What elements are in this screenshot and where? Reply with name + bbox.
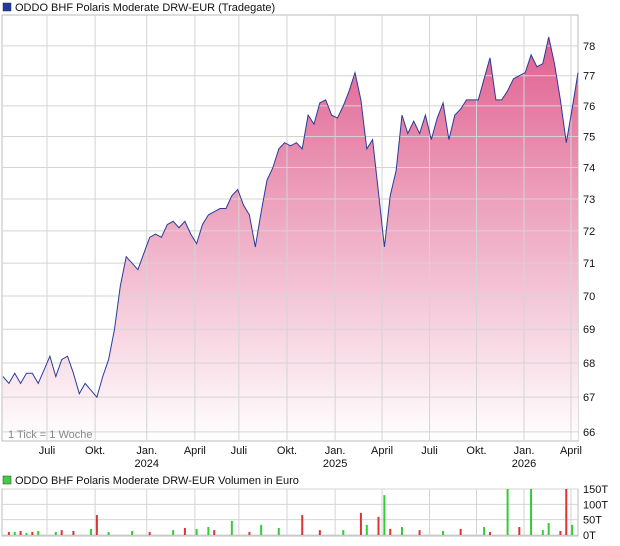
legend-swatch (2, 475, 12, 485)
x-tick-label: Okt. (85, 445, 105, 457)
volume-bar (13, 531, 16, 535)
x-tick-label: Jan. (325, 445, 346, 457)
volume-bar (400, 527, 403, 535)
y-tick-label: 73 (583, 194, 595, 206)
volume-bar (260, 524, 263, 535)
x-year-label: 2024 (135, 458, 159, 470)
y-tick-label: 50T (583, 515, 602, 527)
volume-bar (95, 515, 98, 535)
x-year-label: 2025 (323, 458, 347, 470)
volume-bar (213, 530, 216, 535)
x-tick-label: April (371, 445, 393, 457)
y-tick-label: 72 (583, 226, 595, 238)
volume-bar (107, 531, 110, 535)
volume-bar (389, 528, 392, 535)
volume-bar (7, 531, 10, 535)
x-tick-label: Okt. (277, 445, 297, 457)
volume-bar (547, 523, 550, 535)
x-tick-label: April (560, 445, 582, 457)
legend-swatch (2, 2, 12, 12)
x-tick-label: Juli (39, 445, 56, 457)
x-tick-label: Juli (231, 445, 248, 457)
x-year-label: 2026 (512, 458, 536, 470)
volume-bar (506, 489, 509, 535)
volume-bar (37, 531, 40, 535)
y-tick-label: 78 (583, 41, 595, 53)
x-tick-label: Jan. (514, 445, 535, 457)
volume-bar (90, 528, 93, 535)
volume-bar (377, 516, 380, 535)
y-tick-label: 76 (583, 101, 595, 113)
chart-title: ODDO BHF Polaris Moderate DRW-EUR (Trade… (15, 2, 275, 14)
volume-bar (230, 520, 233, 535)
volume-bar (31, 531, 34, 535)
volume-bar (207, 527, 210, 535)
y-tick-label: 74 (583, 163, 595, 175)
y-tick-label: 70 (583, 291, 595, 303)
volume-bar (488, 531, 491, 535)
volume-bar (183, 527, 186, 535)
price-line (2, 36, 579, 399)
volume-bar (60, 530, 63, 535)
tick-note: 1 Tick = 1 Woche (8, 429, 92, 441)
volume-bar (418, 530, 421, 535)
volume-panel: 0T 50T 100T 150T (1, 484, 608, 542)
volume-bar (559, 531, 562, 535)
x-tick-label: April (184, 445, 206, 457)
x-tick-label: Juli (421, 445, 438, 457)
price-panel: 66 67 68 69 70 71 72 73 74 75 76 77 78 Juli Okt. Jan. Ap… (1, 14, 595, 470)
volume-bar (342, 530, 345, 535)
volume-bar (442, 531, 445, 535)
volume-bar (25, 532, 28, 535)
y-tick-label: 0T (583, 530, 596, 542)
volume-bar (72, 531, 75, 535)
chart-title: ODDO BHF Polaris Moderate DRW-EUR Volume… (15, 475, 299, 487)
volume-bar (530, 489, 533, 535)
volume-bar (571, 524, 574, 535)
volume-bar (54, 531, 57, 535)
y-tick-label: 67 (583, 392, 595, 404)
plot-frame (1, 488, 579, 537)
y-tick-label: 69 (583, 324, 595, 336)
y-tick-label: 71 (583, 258, 595, 270)
y-tick-label: 68 (583, 358, 595, 370)
volume-bar (277, 527, 280, 535)
volume-bar (565, 489, 568, 535)
y-tick-label: 66 (583, 427, 595, 439)
volume-bar (359, 512, 362, 535)
volume-bar (301, 515, 304, 535)
volume-bar (131, 531, 134, 535)
volume-bar (541, 530, 544, 535)
y-tick-label: 100T (583, 499, 608, 511)
volume-bar (318, 530, 321, 535)
volume-bar (365, 524, 368, 535)
x-tick-label: Jan. (136, 445, 157, 457)
y-tick-label: 77 (583, 71, 595, 83)
volume-bar (19, 531, 22, 535)
x-tick-label: Okt. (466, 445, 486, 457)
volume-bar (459, 528, 462, 535)
volume-bar (195, 528, 198, 535)
y-tick-label: 75 (583, 132, 595, 144)
volume-bar (383, 495, 386, 535)
volume-bar (483, 527, 486, 535)
volume-bar (148, 531, 151, 535)
y-tick-label: 150T (583, 484, 608, 496)
volume-bar (518, 527, 521, 535)
volume-bar (248, 531, 251, 535)
volume-bar (172, 530, 175, 535)
